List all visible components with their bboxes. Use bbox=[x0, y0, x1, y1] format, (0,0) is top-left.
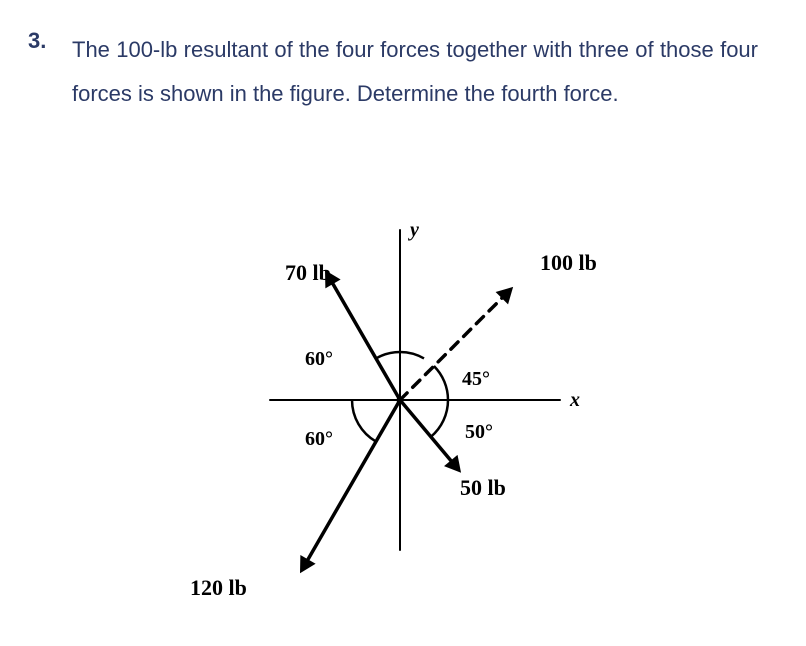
svg-text:100 lb: 100 lb bbox=[540, 250, 597, 275]
svg-text:120 lb: 120 lb bbox=[190, 575, 247, 600]
svg-text:y: y bbox=[408, 219, 419, 241]
svg-text:x: x bbox=[569, 389, 580, 411]
force-diagram: x y 45° 60° 60° 50° 100 lb 70 lb 120 lb 50 lb bbox=[170, 200, 630, 620]
page: 3. The 100-lb resultant of the four forc… bbox=[0, 0, 806, 646]
svg-text:70 lb: 70 lb bbox=[285, 260, 331, 285]
svg-text:45°: 45° bbox=[462, 368, 490, 390]
svg-text:50°: 50° bbox=[465, 421, 493, 443]
problem-block: 3. The 100-lb resultant of the four forc… bbox=[28, 28, 758, 116]
diagram-svg: x y 45° 60° 60° 50° 100 lb 70 lb 120 lb 50 lb bbox=[170, 200, 630, 620]
question-text: The 100-lb resultant of the four forces … bbox=[72, 28, 758, 116]
svg-text:60°: 60° bbox=[305, 348, 333, 370]
question-number: 3. bbox=[28, 28, 72, 54]
svg-text:60°: 60° bbox=[305, 428, 333, 450]
svg-text:50 lb: 50 lb bbox=[460, 475, 506, 500]
